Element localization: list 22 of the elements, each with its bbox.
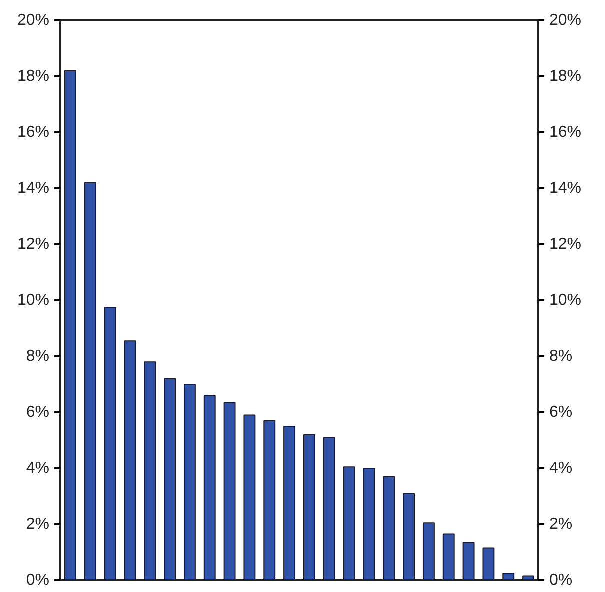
y-tick-label: 2% [26,516,50,533]
y-tick-label: 16% [17,124,50,141]
y2-tick-label: 4% [550,460,573,477]
y2-tick-label: 16% [550,124,582,141]
y-tick-label: 20% [17,12,50,29]
y2-tick-label: 6% [550,404,573,421]
y2-tick-label: 20% [550,12,582,29]
y2-tick-label: 14% [550,180,582,197]
y-tick-label: 12% [17,236,50,253]
y2-tick-label: 10% [550,292,582,309]
y-tick-label: 8% [26,348,50,365]
y2-tick-label: 18% [550,68,582,85]
y-tick-label: 0% [26,572,50,589]
y-tick-label: 14% [17,180,50,197]
y-tick-label: 4% [26,460,50,477]
y2-tick-label: 0% [550,572,573,589]
y2-tick-label: 2% [550,516,573,533]
y2-tick-label: 12% [550,236,582,253]
y-tick-label: 6% [26,404,50,421]
y-tick-label: 18% [17,68,50,85]
y-tick-label: 10% [17,292,50,309]
y2-tick-label: 8% [550,348,573,365]
